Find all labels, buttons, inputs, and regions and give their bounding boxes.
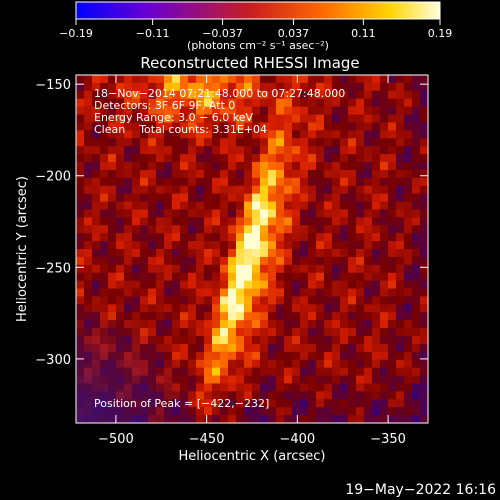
heatmap-image <box>76 75 429 424</box>
annotation-time: 18−Nov−2014 07:21:48.000 to 07:27:48.000 <box>94 87 345 100</box>
x-tick-label: −450 <box>189 432 225 447</box>
y-tick-label: −150 <box>35 78 71 93</box>
y-axis-label: Heliocentric Y (arcsec) <box>15 176 30 322</box>
annotation-detectors: Detectors: 3F 6F 9F, Att 0 <box>94 99 235 112</box>
peak-position-label: Position of Peak = [−422,−232] <box>94 397 269 410</box>
footer-date: 19−May−2022 16:16 <box>345 482 496 498</box>
annotation-counts: Clean Total counts: 3.31E+04 <box>94 123 267 136</box>
x-axis-label: Heliocentric X (arcsec) <box>179 449 326 464</box>
y-axis-ticks: −150 −200 −250 −300 <box>35 78 428 368</box>
colorbar-unit-label: (photons cm⁻² s⁻¹ asec⁻²) <box>187 39 329 52</box>
colorbar-tick-label: 0.19 <box>428 27 453 40</box>
colorbar-tick-label: −0.11 <box>136 27 170 40</box>
colorbar-tick-label: −0.19 <box>59 27 93 40</box>
colorbar-tick-label: −0.037 <box>202 27 243 40</box>
y-tick-label: −300 <box>35 353 71 368</box>
y-tick-label: −250 <box>35 261 71 276</box>
x-tick-label: −500 <box>98 432 134 447</box>
colorbar-ticks: −0.19 −0.11 −0.037 0.037 0.11 0.19 <box>59 19 452 40</box>
annotation-block: 18−Nov−2014 07:21:48.000 to 07:27:48.000… <box>94 87 345 136</box>
x-tick-label: −400 <box>280 432 316 447</box>
plot-frame <box>75 74 429 424</box>
colorbar-tick-label: 0.11 <box>351 27 376 40</box>
y-tick-label: −200 <box>35 170 71 185</box>
colorbar-tick-label: 0.037 <box>278 27 310 40</box>
x-axis-ticks: −500 −450 −400 −350 <box>98 75 406 447</box>
chart-title: Reconstructed RHESSI Image <box>140 54 359 72</box>
annotation-energy: Energy Range: 3.0 − 6.0 keV <box>94 111 254 124</box>
colorbar <box>75 1 441 20</box>
x-tick-label: −350 <box>370 432 406 447</box>
